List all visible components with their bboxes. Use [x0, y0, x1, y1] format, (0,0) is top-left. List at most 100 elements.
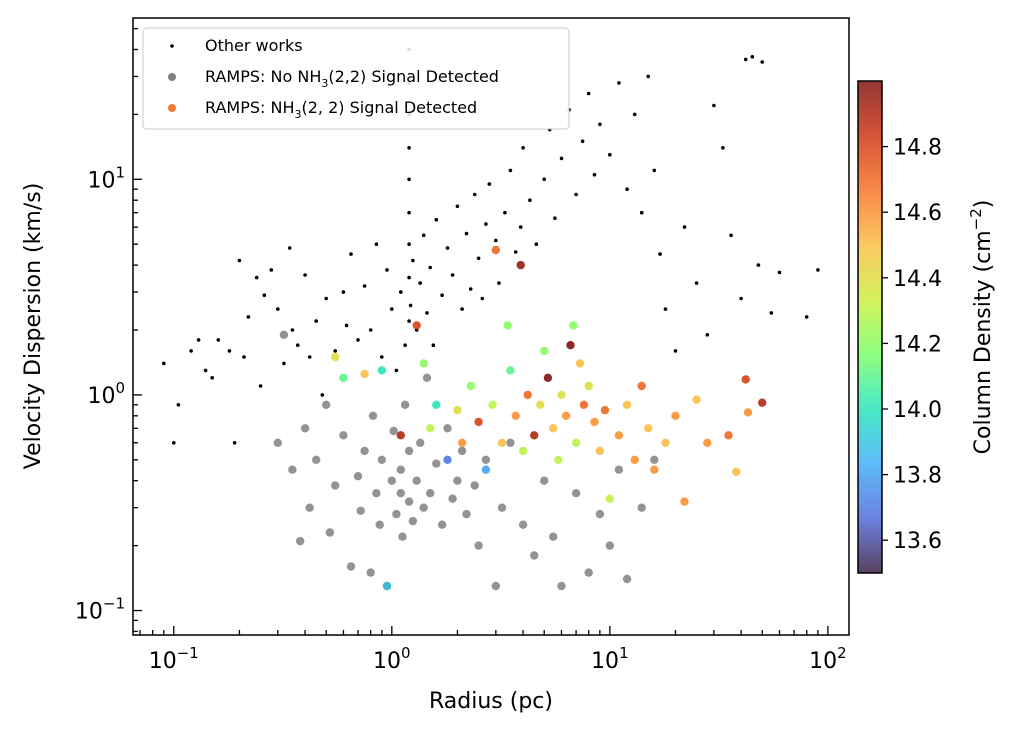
- point-other-68: [480, 296, 485, 301]
- point-other-71: [494, 238, 498, 243]
- point-other-28: [341, 290, 346, 294]
- point-other-114: [816, 268, 820, 272]
- point-signal-5: [396, 431, 405, 440]
- colorbar-label: Column Density (cm−2): [967, 200, 996, 455]
- point-no-signal-12: [353, 472, 363, 481]
- point-no-signal-42: [462, 509, 471, 519]
- point-signal-42: [605, 494, 614, 503]
- point-signal-1: [339, 373, 348, 382]
- point-no-signal-61: [650, 455, 659, 464]
- point-other-10: [237, 258, 242, 263]
- point-no-signal-59: [622, 574, 632, 584]
- point-no-signal-24: [396, 489, 405, 498]
- point-other-11: [242, 355, 246, 359]
- point-signal-10: [443, 455, 452, 464]
- data-points: [162, 47, 820, 591]
- point-other-106: [739, 296, 743, 301]
- point-no-signal-21: [387, 476, 396, 485]
- point-no-signal-26: [398, 532, 407, 541]
- point-other-104: [721, 146, 725, 150]
- point-signal-2: [360, 369, 369, 379]
- point-no-signal-22: [389, 426, 398, 436]
- point-signal-19: [503, 321, 512, 330]
- point-signal-52: [692, 395, 701, 404]
- point-no-signal-28: [404, 497, 414, 506]
- point-no-signal-49: [518, 520, 528, 529]
- point-other-40: [403, 343, 407, 348]
- point-signal-26: [536, 400, 545, 409]
- point-other-44: [407, 210, 411, 215]
- colorbar-tick-label-0: 13.6: [893, 529, 942, 554]
- point-signal-44: [622, 400, 632, 409]
- point-signal-50: [671, 411, 680, 420]
- point-signal-3: [377, 366, 386, 375]
- point-no-signal-57: [605, 541, 614, 550]
- point-no-signal-60: [637, 503, 646, 512]
- point-other-51: [411, 258, 415, 263]
- point-no-signal-51: [540, 476, 549, 485]
- point-other-65: [468, 287, 473, 291]
- point-no-signal-53: [557, 581, 566, 591]
- point-signal-11: [453, 405, 462, 415]
- point-no-signal-11: [346, 562, 356, 571]
- point-no-signal-15: [366, 568, 375, 577]
- point-signal-56: [741, 375, 750, 384]
- point-other-112: [777, 270, 782, 275]
- point-other-91: [617, 81, 621, 85]
- point-signal-14: [474, 417, 483, 427]
- point-other-59: [440, 293, 444, 298]
- point-other-1: [172, 441, 176, 445]
- colorbar-ticks: 13.6 13.8 14.0 14.2 14.4 14.6 14.8: [882, 136, 942, 554]
- point-signal-20: [506, 366, 515, 375]
- legend-frame: [142, 27, 570, 130]
- point-other-109: [756, 263, 761, 267]
- point-no-signal-7: [322, 400, 331, 409]
- point-signal-6: [412, 321, 421, 330]
- point-signal-9: [432, 400, 441, 409]
- point-no-signal-18: [375, 520, 384, 529]
- point-no-signal-14: [360, 446, 369, 456]
- point-other-53: [418, 281, 423, 285]
- point-signal-21: [511, 411, 520, 420]
- point-other-73: [503, 210, 507, 215]
- point-other-2: [176, 403, 181, 407]
- point-other-35: [380, 355, 384, 359]
- point-other-105: [729, 233, 733, 238]
- point-no-signal-36: [432, 459, 441, 468]
- point-other-24: [314, 319, 319, 323]
- point-signal-27: [540, 346, 549, 356]
- point-other-36: [385, 268, 389, 272]
- point-other-70: [487, 182, 492, 186]
- point-other-75: [513, 250, 518, 254]
- point-signal-0: [331, 352, 340, 362]
- point-signal-47: [644, 424, 653, 433]
- point-no-signal-2: [288, 465, 297, 474]
- point-other-14: [258, 384, 263, 388]
- point-other-16: [269, 268, 274, 272]
- point-signal-58: [758, 398, 767, 407]
- colorbar-tick-label-1: 13.8: [893, 464, 942, 489]
- point-other-30: [349, 252, 353, 256]
- point-signal-25: [530, 431, 539, 440]
- colorbar: 13.6 13.8 14.0 14.2 14.4 14.6 14.8 Column Dens…: [857, 80, 996, 574]
- point-no-signal-39: [448, 494, 457, 503]
- point-no-signal-6: [312, 455, 321, 464]
- point-other-78: [528, 198, 532, 202]
- point-other-108: [750, 55, 755, 59]
- legend: Other works RAMPS: No NH3(2,2) Signal De…: [142, 27, 570, 130]
- point-no-signal-45: [481, 455, 491, 464]
- point-no-signal-43: [470, 481, 479, 490]
- legend-label-signal: RAMPS: NH3(2, 2) Signal Detected: [205, 98, 477, 121]
- point-signal-17: [491, 245, 500, 255]
- x-axis-label: Radius (pc): [429, 689, 553, 714]
- point-signal-36: [575, 359, 585, 368]
- point-other-102: [705, 333, 710, 337]
- point-signal-49: [661, 438, 670, 447]
- x-tick-label-1: 100: [373, 644, 411, 674]
- point-other-4: [196, 338, 201, 342]
- point-other-18: [282, 361, 286, 366]
- colorbar-tick-label-2: 14.0: [893, 398, 942, 423]
- point-other-93: [632, 112, 637, 117]
- point-signal-7: [419, 359, 428, 368]
